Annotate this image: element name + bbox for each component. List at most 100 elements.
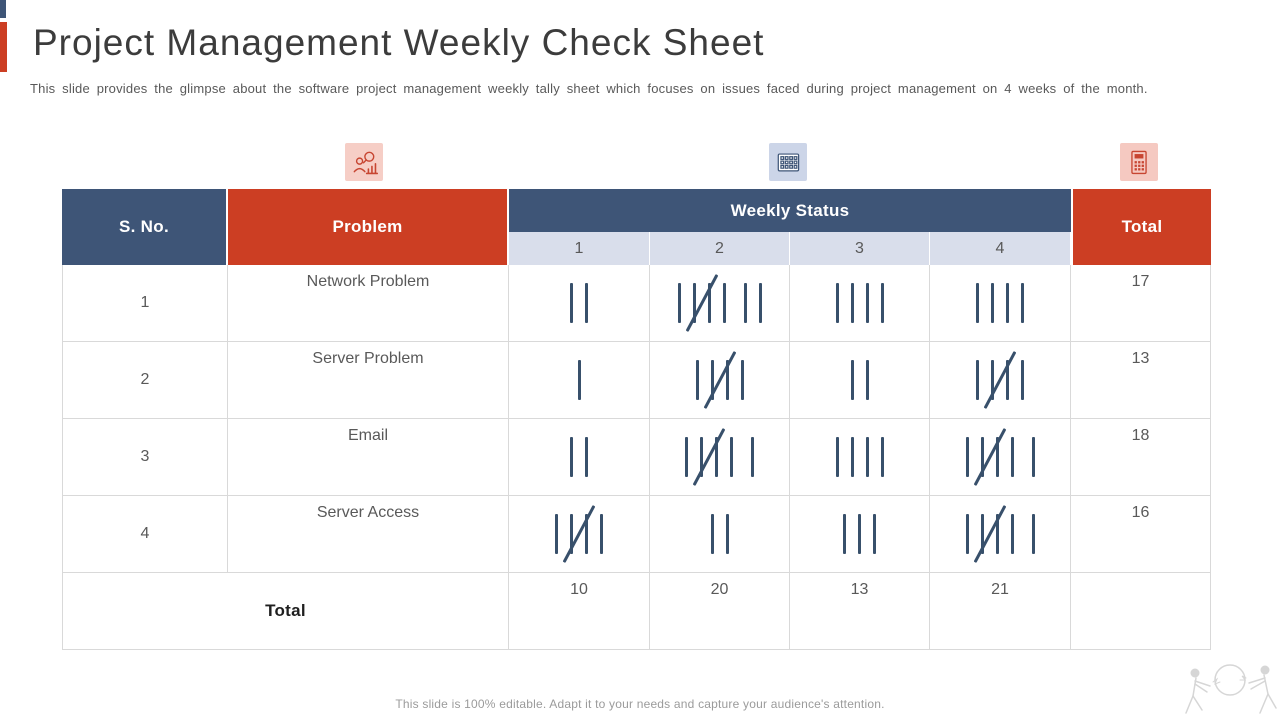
- tally-five-struck: [695, 360, 744, 400]
- tally-bar: [695, 360, 699, 400]
- row-problem: Network Problem: [228, 265, 509, 342]
- row-problem: Server Problem: [228, 342, 509, 419]
- tally-cell-week-2: [650, 419, 790, 496]
- row-problem: Email: [228, 419, 509, 496]
- row-total: 13: [1071, 342, 1211, 419]
- tally-marks-1: [577, 360, 581, 400]
- accent-bar-red: [0, 22, 7, 72]
- tally-cell-week-1: [509, 342, 650, 419]
- tally-bar: [1021, 283, 1024, 323]
- row-sno: 4: [62, 496, 228, 573]
- tally-bar: [873, 514, 876, 554]
- tally-five-struck: [555, 514, 603, 554]
- tally-bar: [1031, 437, 1035, 477]
- tally-bar: [880, 283, 884, 323]
- tally-cell-week-2: [650, 265, 790, 342]
- tally-cell-week-2: [650, 496, 790, 573]
- row-total: 16: [1071, 496, 1211, 573]
- row-sno: 2: [62, 342, 228, 419]
- header-weekly-status: Weekly Status: [509, 189, 1071, 232]
- header-week-4: 4: [930, 232, 1071, 265]
- tally-bar: [585, 283, 588, 323]
- page-title: Project Management Weekly Check Sheet: [33, 22, 765, 63]
- tally-cell-week-1: [509, 496, 650, 573]
- person-magnifier-chart-icon: [345, 143, 383, 181]
- tally-bar: [850, 437, 854, 477]
- tally-bar: [700, 437, 703, 477]
- tally-marks-1: [1031, 437, 1035, 477]
- tally-five-struck: [965, 437, 1014, 477]
- tally-cell-week-3: [790, 496, 930, 573]
- tally-marks-2: [570, 437, 588, 477]
- tally-five-struck: [677, 283, 726, 323]
- tally-cell-week-3: [790, 265, 930, 342]
- tally-marks-2: [570, 283, 588, 323]
- tally-bar: [843, 514, 846, 554]
- tally-bar: [865, 283, 869, 323]
- tally-bar: [577, 360, 581, 400]
- footer-week-total-2: 20: [650, 573, 790, 650]
- header-problem: Problem: [228, 189, 509, 265]
- tally-bar: [1010, 514, 1014, 554]
- tally-bar: [692, 283, 696, 323]
- tally-cell-week-1: [509, 265, 650, 342]
- tally-bar: [995, 437, 999, 477]
- footer-total-label: Total: [62, 573, 509, 650]
- tally-bar: [1010, 437, 1014, 477]
- tally-bar: [570, 283, 573, 323]
- accent-bar-blue: [0, 0, 6, 18]
- tally-marks-2: [743, 283, 762, 323]
- header-sno: S. No.: [62, 189, 228, 265]
- tally-cell-week-4: [930, 419, 1071, 496]
- tally-bar: [710, 514, 714, 554]
- tally-cell-week-4: [930, 342, 1071, 419]
- tally-bar: [585, 514, 588, 554]
- tally-marks-1: [751, 437, 754, 477]
- tally-bar: [685, 437, 688, 477]
- tally-bar: [600, 514, 603, 554]
- tally-cell-week-3: [790, 419, 930, 496]
- footer-week-total-3: 13: [790, 573, 930, 650]
- tally-five-struck: [965, 514, 1014, 554]
- row-sno: 3: [62, 419, 228, 496]
- header-total: Total: [1071, 189, 1211, 265]
- tally-bar: [965, 437, 969, 477]
- tally-bar: [850, 360, 854, 400]
- tally-marks-4: [976, 283, 1024, 323]
- tally-bar: [725, 360, 729, 400]
- tally-bar: [980, 514, 984, 554]
- tally-bar: [865, 437, 869, 477]
- tally-cell-week-3: [790, 342, 930, 419]
- header-week-1: 1: [509, 232, 650, 265]
- tally-bar: [743, 283, 747, 323]
- tally-bar: [976, 360, 979, 400]
- tally-marks-4: [835, 437, 884, 477]
- tally-bar: [835, 437, 839, 477]
- row-total: 17: [1071, 265, 1211, 342]
- tally-cell-week-1: [509, 419, 650, 496]
- row-problem: Server Access: [228, 496, 509, 573]
- tally-bar: [585, 437, 588, 477]
- tally-bar: [991, 283, 994, 323]
- tally-bar: [715, 437, 718, 477]
- tally-cell-week-2: [650, 342, 790, 419]
- two-people-ball-illustration: [1185, 664, 1277, 714]
- tally-bar: [865, 360, 869, 400]
- tally-cell-week-4: [930, 265, 1071, 342]
- tally-bar: [976, 283, 979, 323]
- tally-five-struck: [976, 360, 1024, 400]
- tally-bar: [880, 437, 884, 477]
- check-sheet-table: S. No. Problem Weekly Status 1 2 3 4 Tot…: [62, 189, 1211, 650]
- tally-bar: [965, 514, 969, 554]
- tally-marks-2: [710, 514, 729, 554]
- tally-bar: [980, 437, 984, 477]
- tally-bar: [555, 514, 558, 554]
- tally-bar: [1006, 360, 1009, 400]
- footer-week-total-1: 10: [509, 573, 650, 650]
- tally-bar: [991, 360, 994, 400]
- tally-marks-3: [843, 514, 876, 554]
- editable-note: This slide is 100% editable. Adapt it to…: [395, 697, 885, 711]
- tally-bar: [707, 283, 711, 323]
- row-sno: 1: [62, 265, 228, 342]
- tally-bar: [850, 283, 854, 323]
